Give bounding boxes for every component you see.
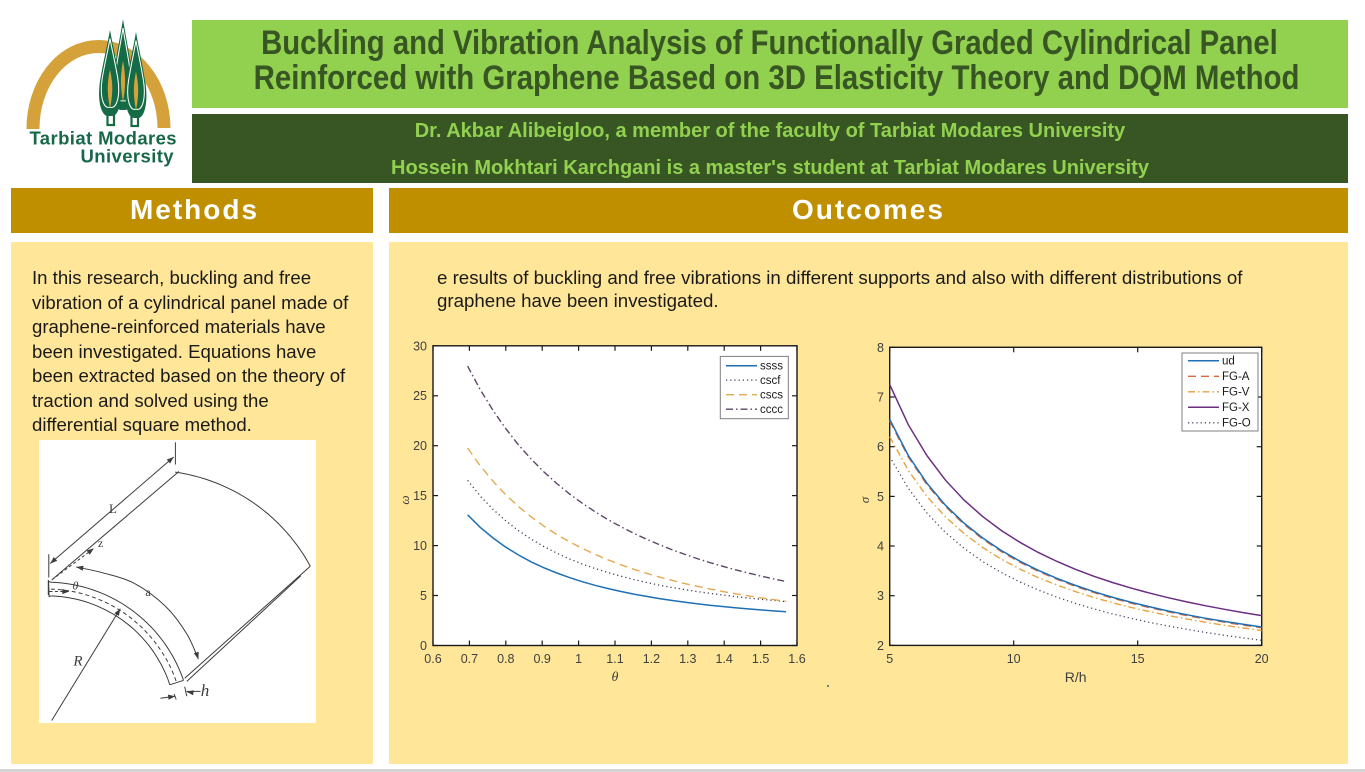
svg-text:1.3: 1.3	[679, 652, 696, 666]
svg-text:University: University	[81, 146, 175, 167]
svg-text:0.8: 0.8	[497, 652, 514, 666]
svg-text:θ: θ	[73, 579, 79, 593]
svg-text:1: 1	[575, 652, 582, 666]
svg-text:a: a	[145, 585, 151, 599]
svg-text:σ: σ	[857, 496, 872, 503]
svg-text:1.2: 1.2	[643, 652, 660, 666]
svg-text:8: 8	[877, 341, 884, 355]
svg-text:FG-A: FG-A	[1222, 371, 1250, 383]
svg-text:cccc: cccc	[760, 404, 783, 416]
svg-text:FG-V: FG-V	[1222, 387, 1250, 399]
svg-text:20: 20	[413, 439, 427, 453]
svg-text:15: 15	[413, 489, 427, 503]
svg-text:1.1: 1.1	[606, 652, 623, 666]
svg-text:z: z	[98, 536, 103, 550]
svg-text:10: 10	[413, 539, 427, 553]
svg-text:1.5: 1.5	[752, 652, 769, 666]
svg-text:5: 5	[877, 490, 884, 504]
svg-text:20: 20	[1255, 652, 1269, 666]
svg-text:R: R	[72, 654, 82, 670]
svg-text:FG-O: FG-O	[1222, 418, 1251, 430]
svg-text:Tarbiat Modares: Tarbiat Modares	[29, 128, 177, 149]
svg-text:5: 5	[420, 589, 427, 603]
svg-text:4: 4	[877, 540, 884, 554]
svg-text:FG-X: FG-X	[1222, 402, 1250, 414]
svg-text:0.9: 0.9	[534, 652, 551, 666]
svg-text:θ: θ	[612, 670, 619, 685]
svg-text:ω: ω	[397, 495, 412, 504]
svg-text:0: 0	[420, 639, 427, 653]
svg-text:2: 2	[877, 639, 884, 653]
svg-text:R/h: R/h	[1065, 669, 1087, 685]
svg-text:3: 3	[877, 589, 884, 603]
svg-text:25: 25	[413, 389, 427, 403]
svg-text:cscs: cscs	[760, 390, 783, 402]
svg-text:h: h	[201, 681, 210, 700]
svg-text:5: 5	[886, 652, 893, 666]
svg-text:6: 6	[877, 440, 884, 454]
svg-text:0.7: 0.7	[461, 652, 478, 666]
svg-text:cscf: cscf	[760, 375, 781, 387]
svg-text:L: L	[109, 501, 117, 516]
svg-text:1.4: 1.4	[716, 652, 733, 666]
svg-text:10: 10	[1007, 652, 1021, 666]
svg-text:1.6: 1.6	[788, 652, 805, 666]
svg-text:30: 30	[413, 339, 427, 353]
svg-text:7: 7	[877, 391, 884, 405]
svg-text:0.6: 0.6	[424, 652, 441, 666]
svg-text:ud: ud	[1222, 356, 1235, 368]
svg-text:ssss: ssss	[760, 361, 783, 373]
svg-text:15: 15	[1131, 652, 1145, 666]
